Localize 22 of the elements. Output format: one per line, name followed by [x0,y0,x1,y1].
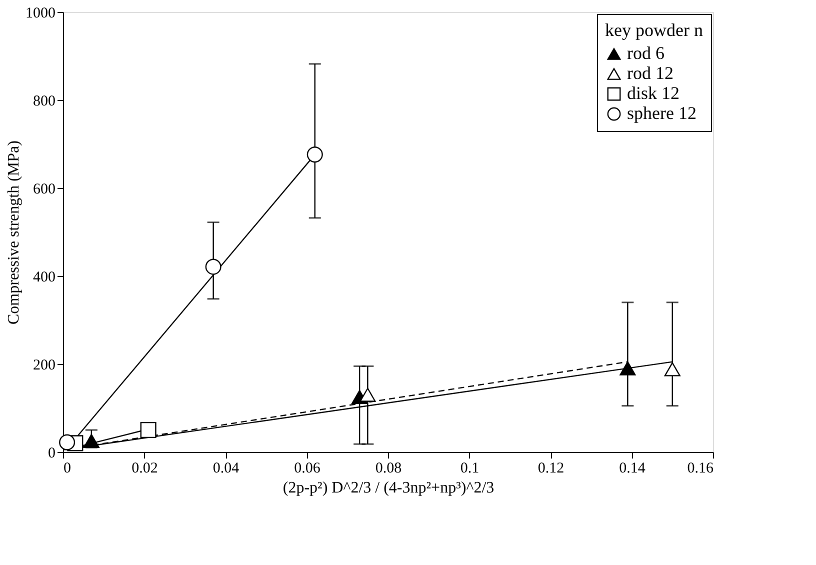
x-tick-label: 0 [64,460,71,476]
legend-label: rod 12 [627,63,674,83]
legend-label: sphere 12 [627,103,696,123]
y-tick-label: 600 [33,182,56,198]
y-tick-label: 400 [33,270,56,286]
y-tick-label: 1000 [26,6,56,22]
legend-title: key powder n [605,20,703,40]
y-axis-title: Compressive strength (MPa) [6,140,22,324]
x-tick-label: 0.02 [132,460,158,476]
x-tick-label: 0.04 [212,460,240,476]
x-tick-label: 0.1 [460,460,480,476]
y-tick-label: 800 [33,94,56,110]
x-tick-label: 0.06 [294,460,321,476]
legend-label: disk 12 [627,83,680,103]
x-tick-label: 0.16 [687,460,714,476]
x-axis-title: (2p-p²) D^2/3 / (4-3np²+np³)^2/3 [282,480,494,496]
legend-label: rod 6 [627,43,664,63]
x-tick-label: 0.14 [619,460,646,476]
y-tick-label: 0 [48,446,56,462]
x-tick-label: 0.12 [538,460,564,476]
y-tick-label: 200 [33,358,56,374]
x-tick-label: 0.08 [375,460,402,476]
